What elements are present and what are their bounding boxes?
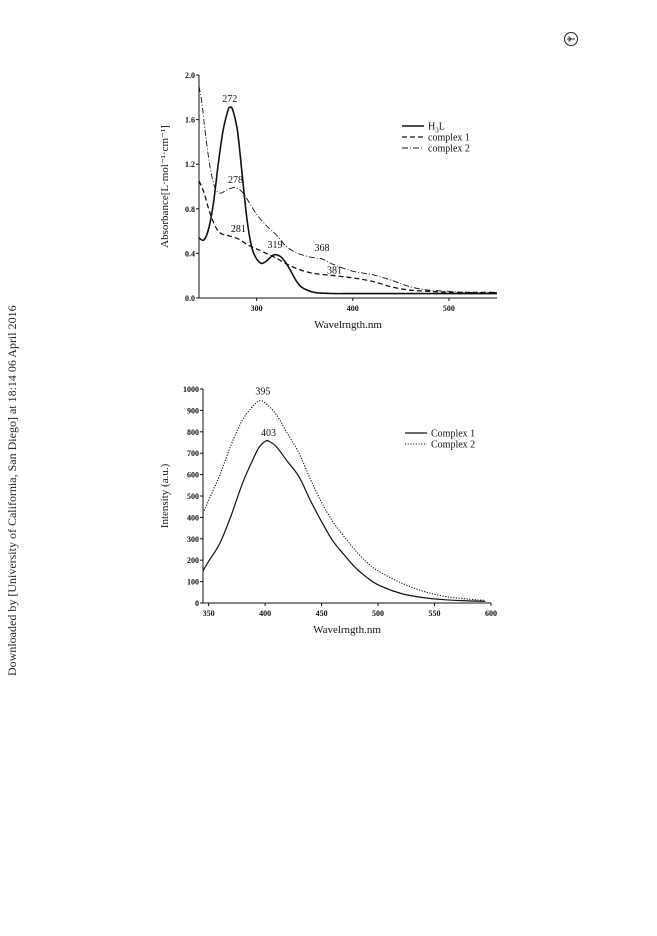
y-tick-label: 800 <box>187 428 199 437</box>
y-tick-label: 1000 <box>183 385 199 394</box>
legend-label-tail: L <box>439 122 445 133</box>
download-note-text: Downloaded by [University of California,… <box>5 305 19 676</box>
peak-annotation: 368 <box>315 243 330 254</box>
x-tick-label: 500 <box>372 609 384 618</box>
legend-label-1: Complex 1 <box>431 429 475 440</box>
y-tick-label: 2.0 <box>185 71 195 80</box>
y-tick-label: 1.2 <box>185 160 195 169</box>
x-axis-label: Wavelrngth.nm <box>313 624 381 636</box>
y-axis-label: Intensity (a.u.) <box>159 463 171 528</box>
y-tick-label: 500 <box>187 492 199 501</box>
peak-annotation: 281 <box>231 224 246 235</box>
x-axis-label: Wavelrngth.nm <box>314 319 382 331</box>
legend-label-subscript: 3 <box>435 127 439 135</box>
peak-annotation: 403 <box>261 428 276 439</box>
legend-label-main: H <box>428 122 435 133</box>
series-line-1 <box>198 106 497 295</box>
legend-label-1: H3L <box>428 122 445 135</box>
peak-annotation: 319 <box>267 240 282 251</box>
y-tick-label: 0 <box>195 599 199 608</box>
download-note: Downloaded by [University of California,… <box>5 305 19 676</box>
y-tick-label: 0.0 <box>185 294 195 303</box>
series-line-2 <box>198 180 497 294</box>
y-tick-label: 200 <box>187 556 199 565</box>
legend-label-2: complex 1 <box>428 133 470 144</box>
y-tick-label: 600 <box>187 471 199 480</box>
peak-annotation: 278 <box>228 175 243 186</box>
legend-label-main: Complex 2 <box>431 440 475 451</box>
x-tick-label: 500 <box>443 304 455 313</box>
fluorescence-chart: 0 100 200 300 400 500 600 700 800 900 1000 350 400 45… <box>159 385 497 636</box>
legend-label-main: complex 2 <box>428 144 470 155</box>
x-tick-label: 450 <box>316 609 328 618</box>
y-tick-label: 0.4 <box>185 249 195 258</box>
y-tick-label: 400 <box>187 513 199 522</box>
series-line-2 <box>202 400 486 601</box>
x-tick-label: 350 <box>203 609 215 618</box>
x-tick-label: 400 <box>259 609 271 618</box>
x-tick-label: 600 <box>485 609 497 618</box>
legend-label-main: complex 1 <box>428 133 470 144</box>
series-line-3 <box>198 86 498 293</box>
absorbance-chart: 0.0 0.4 0.8 1.2 1.6 2.0 300 400 500 Wavelrngth.nm… <box>159 71 498 331</box>
peak-annotation: 272 <box>222 94 237 105</box>
y-tick-label: 900 <box>187 406 199 415</box>
series-line-1 <box>202 439 486 602</box>
peak-annotation: 395 <box>255 386 270 397</box>
legend-label-3: complex 2 <box>428 144 470 155</box>
y-tick-label: 1.6 <box>185 116 195 125</box>
y-tick-label: 300 <box>187 535 199 544</box>
peak-annotation: 381 <box>327 265 342 276</box>
y-tick-label: 100 <box>187 578 199 587</box>
x-tick-label: 300 <box>251 304 263 313</box>
y-tick-label: 700 <box>187 449 199 458</box>
legend-label-main: Complex 1 <box>431 429 475 440</box>
journal-logo-icon <box>564 32 578 46</box>
x-tick-label: 550 <box>429 609 441 618</box>
x-tick-label: 400 <box>347 304 359 313</box>
legend-label-2: Complex 2 <box>431 440 475 451</box>
y-tick-label: 0.8 <box>185 205 195 214</box>
y-axis-label: Absorbance[L·mol⁻¹·cm⁻¹] <box>159 125 171 248</box>
